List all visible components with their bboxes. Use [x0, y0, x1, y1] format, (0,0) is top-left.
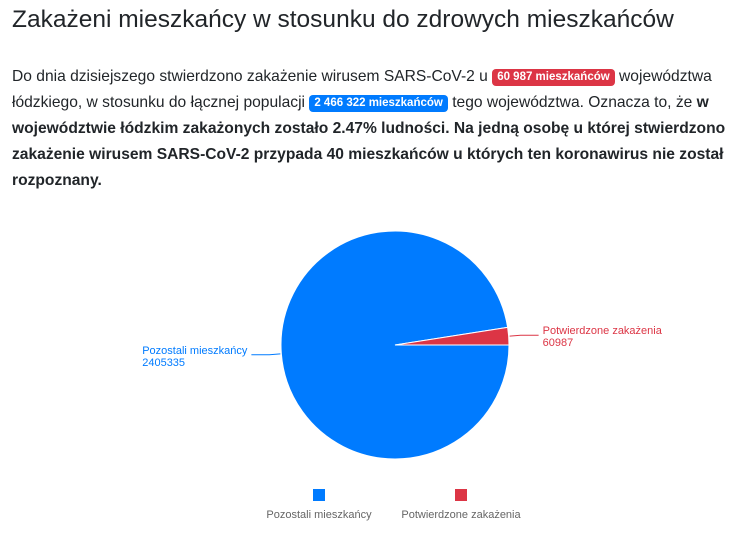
- population-count-badge: 2 466 322 mieszkańców: [309, 95, 448, 112]
- description-text-3: tego województwa. Oznacza to, że: [452, 94, 693, 111]
- description-paragraph: Do dnia dzisiejszego stwierdzono zakażen…: [12, 64, 736, 194]
- legend-swatch-pozostali-mieszkancy[interactable]: [313, 489, 325, 501]
- leader-line-potwierdzone-zakazenia: [509, 334, 539, 337]
- leader-line-pozostali-mieszkancy: [251, 353, 281, 356]
- legend-label-pozostali-mieszkancy[interactable]: Pozostali mieszkańcy: [266, 509, 372, 521]
- legend-label-potwierdzone-zakazenia[interactable]: Potwierdzone zakażenia: [401, 509, 521, 521]
- description-bold-summary: w województwie łódzkim zakażonych został…: [12, 94, 726, 189]
- pie-slice-pozostali-mieszkancy[interactable]: [280, 230, 510, 460]
- page-title: Zakażeni mieszkańcy w stosunku do zdrowy…: [12, 6, 674, 33]
- slice-value-pozostali-mieszkancy: 2405335: [142, 357, 185, 369]
- description-text-2: województwa łódzkiego, w stosunku do łąc…: [12, 68, 712, 111]
- pie-slice-potwierdzone-zakazenia[interactable]: [394, 326, 510, 346]
- slice-value-potwierdzone-zakazenia: 60987: [543, 337, 574, 349]
- slice-label-potwierdzone-zakazenia: Potwierdzone zakażenia: [543, 325, 663, 337]
- description-text-1: Do dnia dzisiejszego stwierdzono zakażen…: [12, 68, 488, 85]
- infected-count-badge: 60 987 mieszkańców: [492, 69, 615, 86]
- legend-swatch-potwierdzone-zakazenia[interactable]: [455, 489, 467, 501]
- slice-label-pozostali-mieszkancy: Pozostali mieszkańcy: [142, 345, 248, 357]
